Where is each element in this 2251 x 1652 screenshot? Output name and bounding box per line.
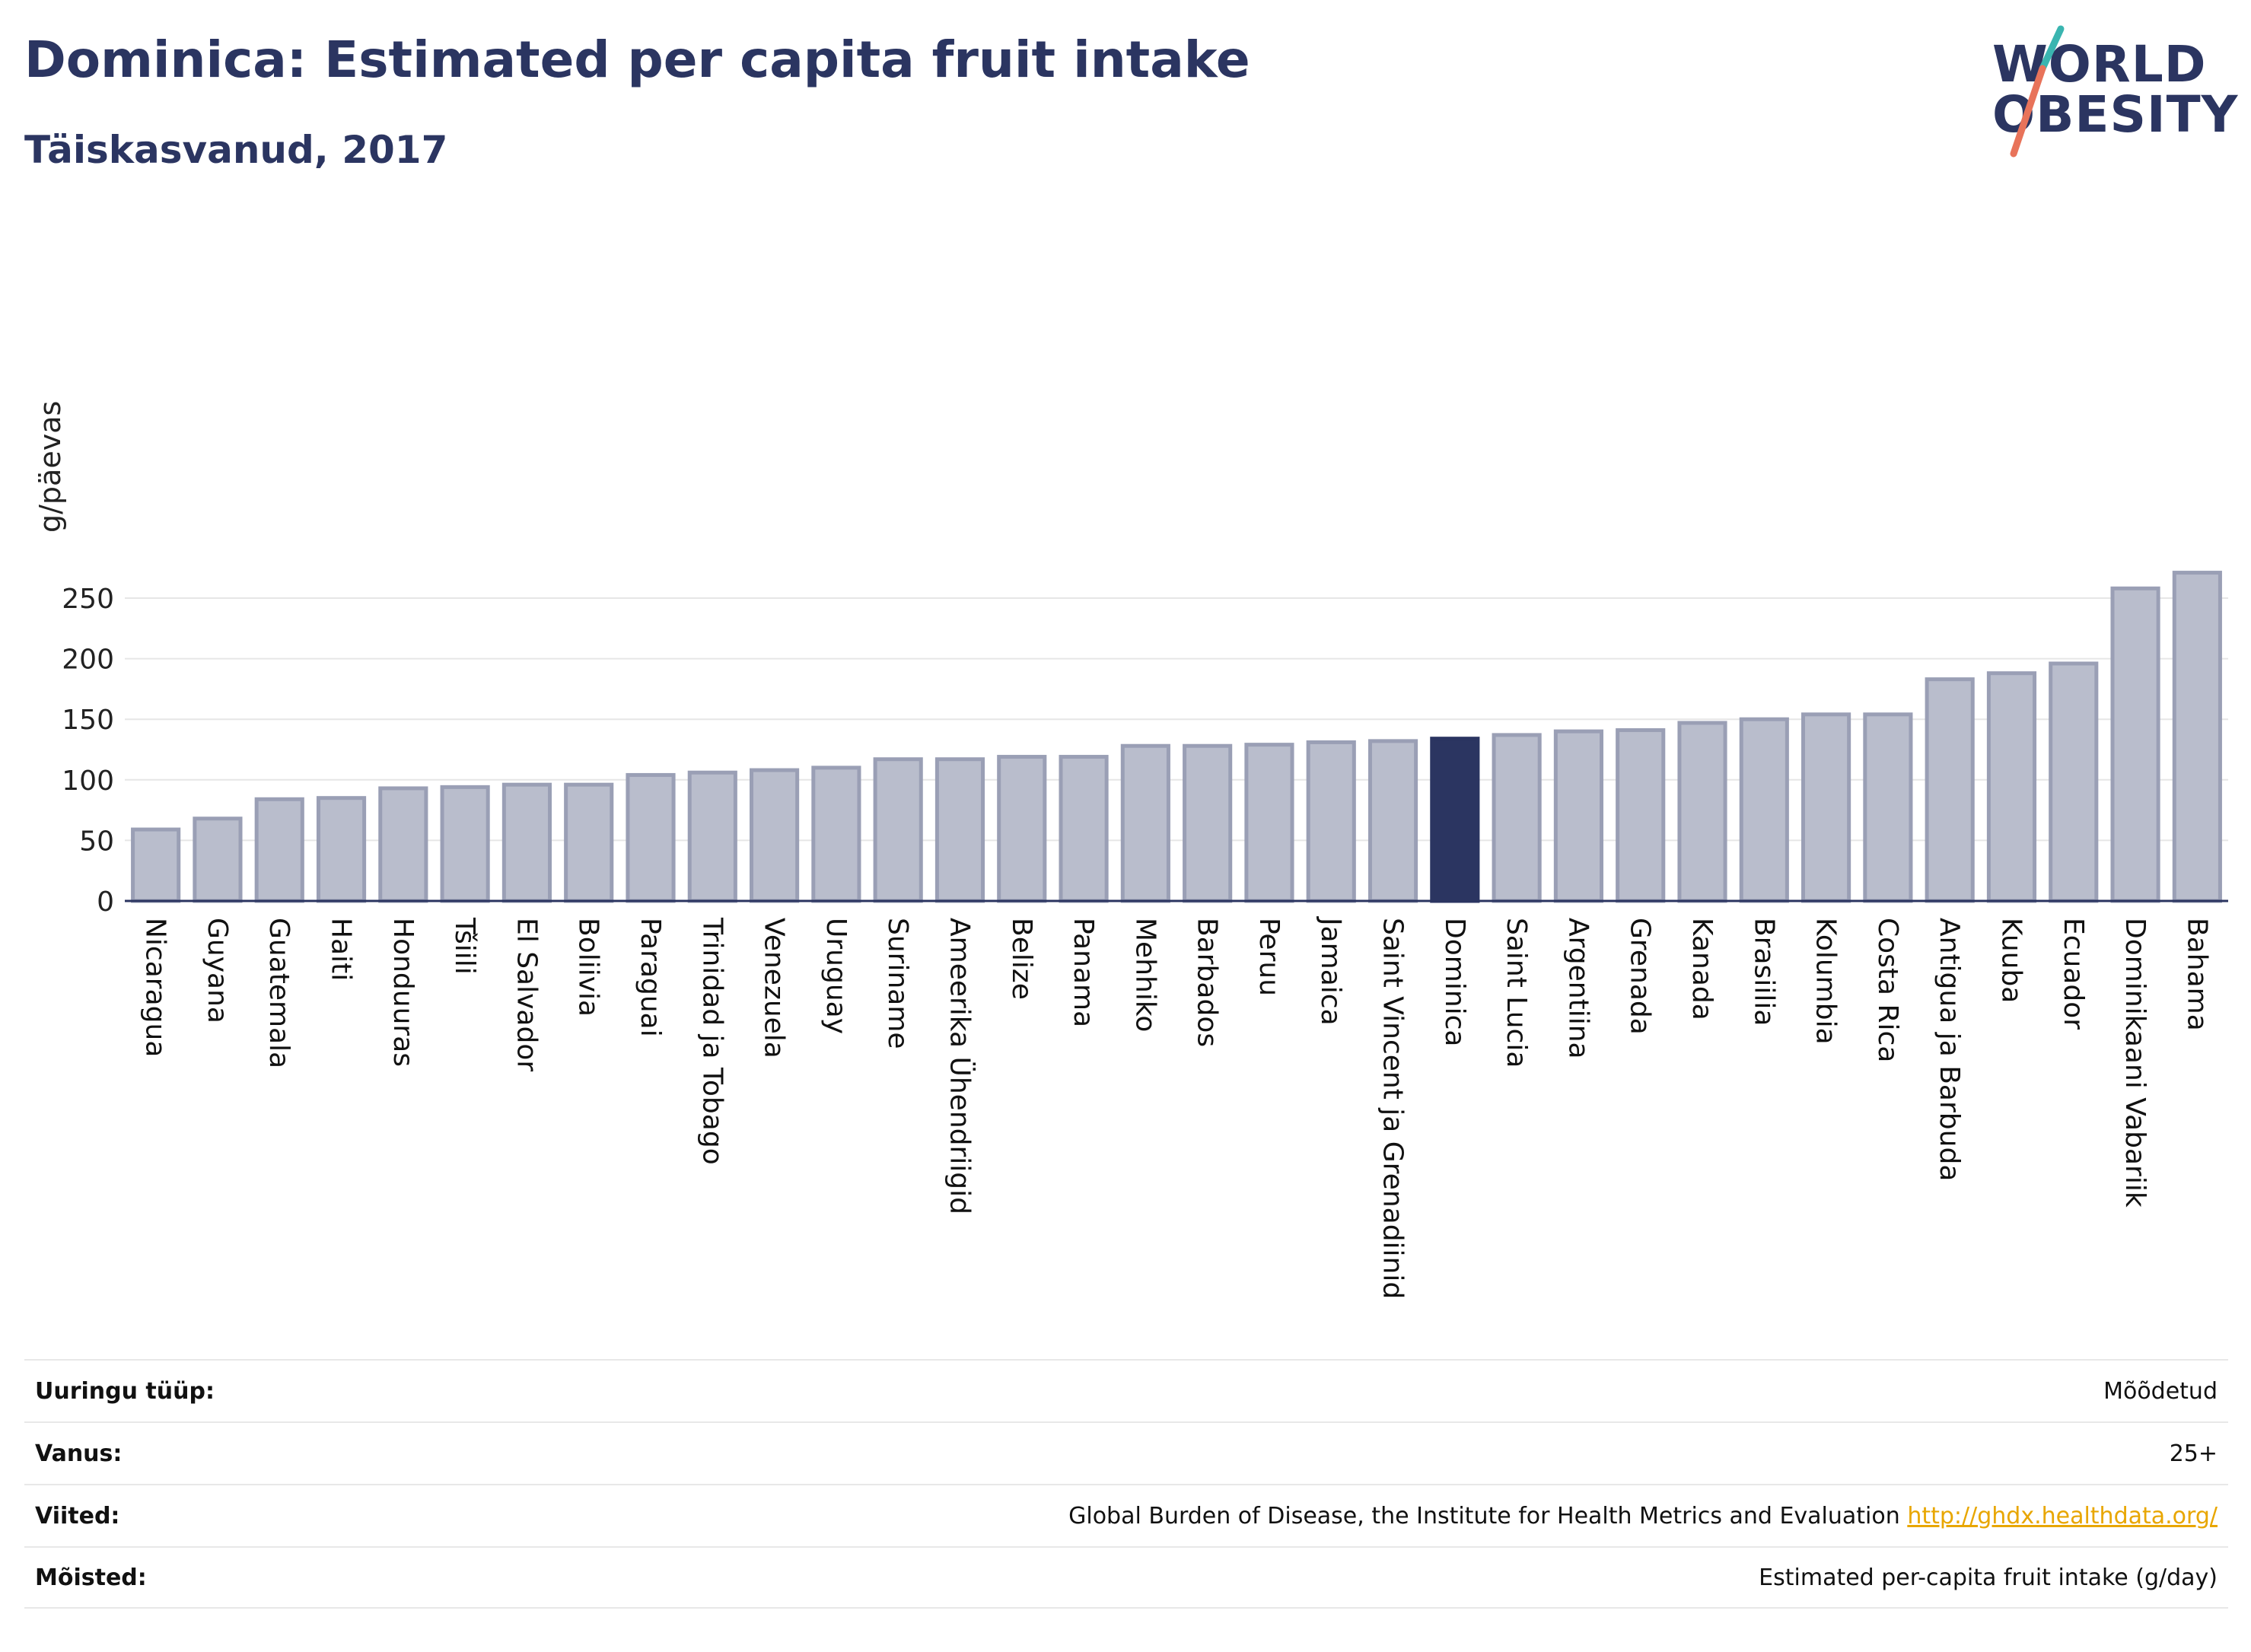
y-tick-label: 100 [62,766,114,797]
x-tick-label: Dominica [1439,918,1470,1047]
x-tick-label: Trinidad ja Tobago [696,917,728,1165]
logo-word-world: WORLD [1992,35,2207,94]
bar [2110,586,2160,903]
bar [440,785,490,903]
x-tick-label: Kuuba [1995,918,2027,1003]
bar [1059,755,1109,903]
x-tick-label: Honduuras [387,918,419,1067]
info-value: 25+ [2169,1440,2218,1467]
bar [2172,571,2222,903]
bar [750,768,800,903]
x-tick-label: Grenada [1625,918,1656,1035]
reference-text: Global Burden of Disease, the Institute … [1068,1502,1900,1529]
logo-slash-icon [2010,25,2065,158]
x-tick-label: Belize [1006,918,1037,1000]
bar [1553,729,1603,903]
bar [1183,743,1233,903]
bar [1244,743,1294,903]
x-tick-label: Guatemala [263,918,295,1068]
bar [131,827,181,903]
bar [378,786,428,903]
info-table: Uuringu tüüp: Mõõdetud Vanus: 25+ Viited… [24,1359,2228,1609]
x-tick-label: Guyana [202,918,233,1023]
x-tick-label: Venezuela [759,918,790,1058]
x-tick-label: Costa Rica [1872,918,1903,1062]
info-key: Mõisted: [35,1564,147,1591]
x-tick-label: Mehhiko [1129,918,1161,1032]
info-row-definitions: Mõisted: Estimated per-capita fruit inta… [24,1546,2228,1609]
bar [1863,712,1913,903]
bar [626,772,676,903]
x-tick-label: Antigua ja Barbuda [1934,918,1965,1181]
bar [1925,677,1975,903]
bar [1616,728,1666,903]
x-tick-label: Saint Vincent ja Grenadiinid [1377,918,1409,1299]
x-tick-label: Nicaragua [140,918,171,1057]
bar [1492,733,1542,903]
info-value: Estimated per-capita fruit intake (g/day… [1759,1564,2218,1591]
y-tick-label: 250 [62,584,114,615]
x-tick-label: Bahama [2181,918,2212,1031]
info-value-references: Global Burden of Disease, the Institute … [1068,1503,2218,1529]
x-tick-label: Barbados [1192,918,1223,1047]
bar [193,816,243,903]
info-key: Vanus: [35,1440,123,1467]
info-value: Mõõdetud [2103,1377,2218,1405]
bar [811,766,861,903]
x-tick-label: Argentiina [1562,918,1594,1059]
info-row-references: Viited: Global Burden of Disease, the In… [24,1484,2228,1546]
x-tick-label: Suriname [882,918,913,1049]
bar [1120,743,1170,903]
bar [254,797,304,903]
info-key: Viited: [35,1502,120,1529]
bar [1801,712,1851,903]
y-tick-label: 150 [62,705,114,736]
x-tick-label: El Salvador [511,918,542,1071]
x-tick-label: Tšiili [449,917,480,975]
x-tick-label: Kanada [1686,918,1718,1020]
x-tick-label: Uruguay [820,918,852,1034]
page-title: Dominica: Estimated per capita fruit int… [24,30,1250,89]
bar [2049,661,2099,903]
x-tick-label: Panama [1068,918,1099,1027]
bar [1986,671,2037,903]
bar [997,755,1047,903]
x-tick-label: Dominikaani Vabariik [2119,918,2151,1208]
bar [934,757,985,903]
bar [1306,740,1356,903]
y-tick-label: 200 [62,645,114,676]
bar-highlight [1430,737,1480,903]
x-tick-label: Jamaica [1315,916,1346,1026]
page-subtitle: Täiskasvanud, 2017 [24,128,448,172]
x-tick-label: Ameerika Ühendriigid [944,918,976,1214]
bar [687,770,737,903]
bar [316,796,367,903]
x-tick-label: Brasiilia [1748,918,1779,1026]
reference-link[interactable]: http://ghdx.healthdata.org/ [1907,1502,2218,1529]
info-key: Uuringu tüüp: [35,1377,215,1405]
x-tick-label: Haiti [326,918,357,981]
info-row-age: Vanus: 25+ [24,1421,2228,1484]
x-tick-label: Peruu [1253,918,1285,996]
x-tick-label: Ecuador [2058,918,2089,1030]
x-tick-label: Kolumbia [1810,918,1842,1045]
x-tick-label: Saint Lucia [1501,918,1532,1068]
x-tick-label: Paraguai [635,918,666,1037]
info-row-survey-type: Uuringu tüüp: Mõõdetud [24,1359,2228,1421]
x-tick-label: Boliivia [573,918,604,1017]
y-tick-label: 0 [97,886,114,918]
bar [501,782,552,903]
bar [1677,721,1727,903]
bar [1367,739,1418,903]
bar [564,782,614,903]
bar [873,757,923,903]
bar-chart: 0 50 100 150 200 250 Nicaragua Guyana Guatemala H… [62,571,2228,1299]
world-obesity-logo: WORLD OBESITY [1979,23,2237,160]
bar [1739,717,1789,903]
y-tick-label: 50 [79,826,114,857]
